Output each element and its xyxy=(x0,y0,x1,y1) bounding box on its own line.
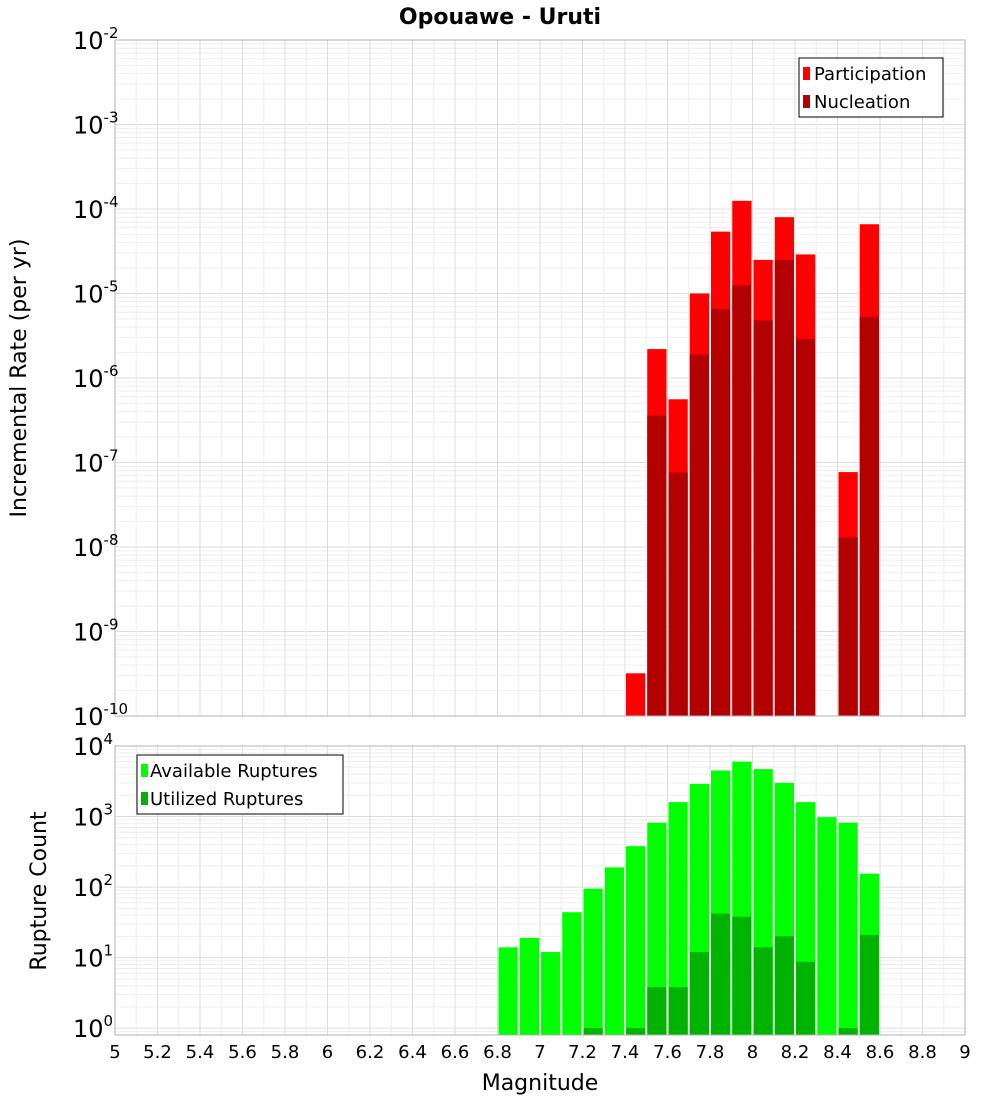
legend-swatch-participation xyxy=(803,67,810,80)
x-tick-label: 6.8 xyxy=(483,1042,512,1063)
top-y-tick-label: 10-8 xyxy=(73,531,119,562)
top-bar-nucleation xyxy=(859,316,879,716)
x-tick-label: 6.6 xyxy=(441,1042,470,1063)
bottom-bar-utilized-ruptures xyxy=(838,1028,858,1035)
x-tick-label: 6 xyxy=(322,1042,333,1063)
x-axis-label: Magnitude xyxy=(482,1071,599,1096)
top-y-tick-label: 10-7 xyxy=(73,447,119,478)
top-bar-nucleation xyxy=(796,338,816,716)
bottom-bar-available-ruptures xyxy=(647,822,667,1035)
top-bar-nucleation xyxy=(647,415,667,716)
x-tick-label: 8.8 xyxy=(908,1042,937,1063)
bottom-bar-available-ruptures xyxy=(562,912,582,1035)
x-tick-label: 8.4 xyxy=(823,1042,852,1063)
top-panel: 10-10 10-9 10-8 10-7 10-6 10-5 10-4 10-3 10-2 In… xyxy=(7,24,966,731)
bottom-panel: 100 101 102 103 104 Rupture Count Available … xyxy=(27,730,966,1043)
bottom-y-tick-label: 102 xyxy=(73,871,113,902)
top-y-tick-label: 10-6 xyxy=(73,362,119,393)
bottom-plot-border xyxy=(114,745,966,1036)
x-tick-label: 5.4 xyxy=(186,1042,215,1063)
bottom-bar-available-ruptures xyxy=(583,888,603,1035)
bottom-bar-available-ruptures xyxy=(626,846,646,1035)
bottom-bar-utilized-ruptures xyxy=(626,1028,646,1035)
top-bar-nucleation xyxy=(689,354,709,716)
top-bar-nucleation xyxy=(753,320,773,716)
top-bar-nucleation xyxy=(732,285,752,716)
top-bar-nucleation xyxy=(711,309,731,716)
x-tick-label: 9 xyxy=(959,1042,970,1063)
top-bar-nucleation xyxy=(838,537,858,716)
top-legend-box xyxy=(798,57,944,118)
x-tick-label: 5 xyxy=(109,1042,120,1063)
top-y-tick-label: 10-10 xyxy=(73,700,128,731)
bottom-bar-utilized-ruptures xyxy=(689,952,709,1035)
bottom-y-tick-label: 104 xyxy=(73,730,113,761)
top-y-tick-label: 10-9 xyxy=(73,616,119,647)
x-tick-label: 5.2 xyxy=(143,1042,172,1063)
bottom-bar-utilized-ruptures xyxy=(753,947,773,1035)
bottom-bar-available-ruptures xyxy=(668,802,688,1035)
x-tick-label: 8.6 xyxy=(866,1042,895,1063)
top-bar-nucleation xyxy=(668,472,688,716)
bottom-bar-available-ruptures xyxy=(838,822,858,1035)
top-bar-nucleation xyxy=(774,259,794,716)
bottom-legend-box xyxy=(136,754,344,815)
top-y-tick-label: 10-4 xyxy=(73,193,119,224)
x-tick-label: 7.6 xyxy=(653,1042,682,1063)
bottom-y-tick-label: 103 xyxy=(73,801,113,832)
x-tick-label: 6.2 xyxy=(356,1042,385,1063)
legend-swatch-nucleation xyxy=(803,95,810,108)
legend-label-utilized: Utilized Ruptures xyxy=(150,789,303,810)
bottom-bar-utilized-ruptures xyxy=(732,916,752,1035)
bottom-bar-available-ruptures xyxy=(604,867,624,1035)
legend-label-available: Available Ruptures xyxy=(150,761,318,782)
legend-label-participation: Participation xyxy=(814,64,926,85)
bottom-y-axis-label: Rupture Count xyxy=(27,811,52,971)
bottom-bar-utilized-ruptures xyxy=(796,961,816,1035)
bottom-bar-utilized-ruptures xyxy=(859,934,879,1035)
bottom-legend: Available Ruptures Utilized Ruptures xyxy=(136,754,344,815)
x-tick-labels: 5 5.2 5.4 5.6 5.8 6 6.2 6.4 6.6 6.8 7 7.2 7.4 7.6 7.8 8… xyxy=(109,1042,970,1063)
bottom-bar-available-ruptures xyxy=(498,947,518,1035)
bottom-y-tick-label: 101 xyxy=(73,942,113,973)
bottom-bar-utilized-ruptures xyxy=(647,987,667,1035)
top-y-tick-label: 10-3 xyxy=(73,109,119,140)
bottom-y-tick-label: 100 xyxy=(73,1012,113,1043)
bottom-bar-available-ruptures xyxy=(817,817,837,1035)
top-bar-participation xyxy=(626,673,646,716)
x-tick-label: 8 xyxy=(747,1042,758,1063)
x-tick-label: 7 xyxy=(534,1042,545,1063)
top-y-tick-labels: 10-10 10-9 10-8 10-7 10-6 10-5 10-4 10-3 10-2 xyxy=(73,24,128,731)
bottom-y-tick-labels: 100 101 102 103 104 xyxy=(73,730,113,1043)
bottom-bar-utilized-ruptures xyxy=(668,987,688,1035)
bottom-bar-utilized-ruptures xyxy=(711,913,731,1035)
bottom-bar-available-ruptures xyxy=(541,952,561,1035)
legend-swatch-available xyxy=(141,764,148,777)
top-y-tick-label: 10-2 xyxy=(73,24,119,55)
x-tick-label: 7.8 xyxy=(696,1042,725,1063)
x-tick-label: 5.6 xyxy=(228,1042,257,1063)
bottom-bar-available-ruptures xyxy=(519,937,539,1035)
top-bars xyxy=(626,200,879,717)
x-tick-label: 8.2 xyxy=(781,1042,810,1063)
top-legend: Participation Nucleation xyxy=(798,57,944,118)
x-tick-label: 7.2 xyxy=(568,1042,597,1063)
chart-title: Opouawe - Uruti xyxy=(399,5,601,30)
legend-label-nucleation: Nucleation xyxy=(814,92,910,113)
legend-swatch-utilized xyxy=(141,792,148,805)
x-tick-label: 7.4 xyxy=(611,1042,640,1063)
bottom-bar-utilized-ruptures xyxy=(774,936,794,1035)
top-plot-border xyxy=(114,39,966,717)
bottom-bars xyxy=(498,761,879,1035)
bottom-bar-utilized-ruptures xyxy=(583,1028,603,1035)
top-gridlines xyxy=(115,39,965,717)
x-tick-label: 6.4 xyxy=(398,1042,427,1063)
top-y-axis-label: Incremental Rate (per yr) xyxy=(7,239,32,518)
x-tick-label: 5.8 xyxy=(271,1042,300,1063)
top-y-tick-label: 10-5 xyxy=(73,278,119,309)
